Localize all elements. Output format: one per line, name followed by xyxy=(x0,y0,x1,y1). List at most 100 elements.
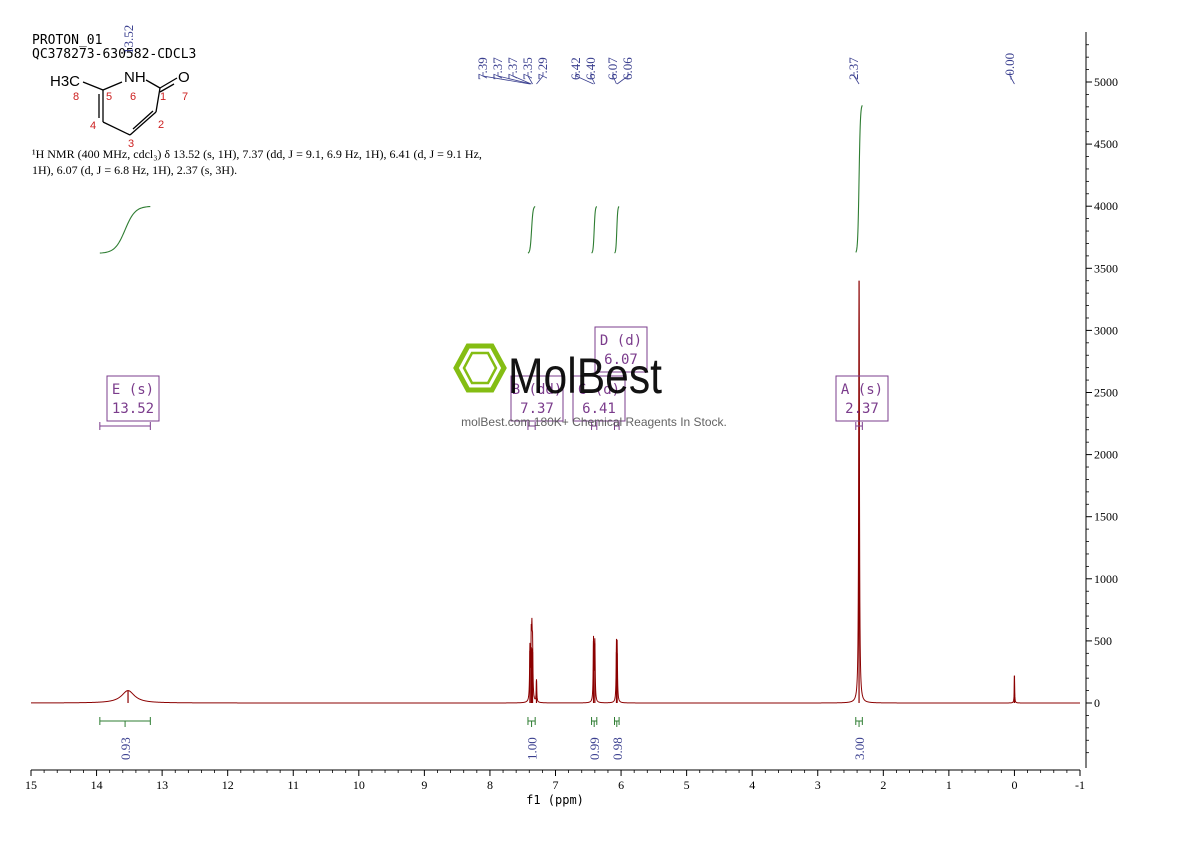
peak-label-10: 2.37 xyxy=(846,57,861,80)
peak-label-7: 6.40 xyxy=(583,57,598,80)
y-tick-label-10: 5000 xyxy=(1094,75,1118,89)
integral-curve-3 xyxy=(614,206,620,254)
sample-id: QC378273-630582-CDCL3 xyxy=(32,47,196,62)
peak-label-5: 7.29 xyxy=(535,57,550,80)
multiplet-shift-4: 2.37 xyxy=(845,401,879,417)
atom-number-6: 6 xyxy=(130,91,136,103)
integral-curve-1 xyxy=(527,206,536,254)
peak-connector-10 xyxy=(853,72,860,85)
peak-connector-11 xyxy=(1009,72,1015,85)
x-tick-label-8: 7 xyxy=(553,778,559,792)
peak-label-0: 13.52 xyxy=(121,25,136,54)
y-tick-label-6: 3000 xyxy=(1094,323,1118,337)
benzene-logo-icon xyxy=(453,343,507,393)
x-tick-label-6: 9 xyxy=(421,778,427,792)
y-tick-label-5: 2500 xyxy=(1094,386,1118,400)
x-tick-label-12: 3 xyxy=(815,778,821,792)
watermark-brand: MolBest xyxy=(508,348,662,404)
peak-connector-1 xyxy=(482,72,530,85)
x-tick-label-15: 0 xyxy=(1011,778,1017,792)
peak-label-3: 7.37 xyxy=(505,57,520,80)
x-tick-label-10: 5 xyxy=(684,778,690,792)
y-tick-label-9: 4500 xyxy=(1094,137,1118,151)
multiplet-shift-0: 13.52 xyxy=(112,401,154,417)
integral-curve-2 xyxy=(591,206,598,254)
integral-value-4: 3.00 xyxy=(852,737,867,760)
peak-connector-3 xyxy=(512,72,532,85)
multiplet-box-1 xyxy=(510,375,564,422)
x-tick-label-4: 11 xyxy=(287,778,299,792)
multiplet-letter-4: A (s) xyxy=(841,382,883,398)
peak-connector-9 xyxy=(616,72,629,85)
atom-number-7: 7 xyxy=(182,91,188,103)
atom-number-4: 4 xyxy=(90,120,96,132)
y-tick-label-0: 0 xyxy=(1094,696,1100,710)
y-tick-label-8: 4000 xyxy=(1094,199,1118,213)
peak-connector-7 xyxy=(590,72,596,85)
atom-number-1: 1 xyxy=(160,91,166,103)
multiplet-box-0 xyxy=(106,375,160,422)
atom-number-2: 2 xyxy=(158,119,164,131)
multiplet-boxes: E (s) 13.52 B (dd) 7.37 C (d) 6.41 D (d) 6.07 A … xyxy=(99,326,889,430)
x-tick-label-11: 4 xyxy=(749,778,755,792)
nh-label: NH xyxy=(124,69,146,86)
multiplet-box-2 xyxy=(572,375,626,422)
x-tick-label-2: 13 xyxy=(156,778,168,792)
spectrum-line xyxy=(31,280,1080,704)
x-tick-label-7: 8 xyxy=(487,778,493,792)
watermark-tagline: molBest.com 180K+ Chemical Reagents In S… xyxy=(461,415,727,429)
peak-connector-2 xyxy=(497,72,532,85)
atom-number-8: 8 xyxy=(73,91,79,103)
integral-value-1: 1.00 xyxy=(525,737,540,760)
y-axis: 0 500 1000 1500 2000 2500 3000 3500 4000 4500 5000 xyxy=(1085,32,1118,768)
integral-markers: 0.93 1.00 0.99 0.98 3.00 xyxy=(99,717,867,760)
multiplet-letter-3: D (d) xyxy=(600,333,642,349)
molbest-watermark: MolBest molBest.com 180K+ Chemical Reage… xyxy=(453,343,727,429)
y-tick-label-3: 1500 xyxy=(1094,510,1118,524)
multiplet-letter-2: C (d) xyxy=(578,382,620,398)
nmr-description-line-1: ¹H NMR (400 MHz, cdcl₃) δ 13.52 (s, 1H),… xyxy=(32,147,482,161)
peak-connector-8 xyxy=(612,72,617,85)
multiplet-box-3 xyxy=(594,326,648,373)
x-tick-label-9: 6 xyxy=(618,778,624,792)
multiplet-letter-0: E (s) xyxy=(112,382,154,398)
y-tick-label-2: 1000 xyxy=(1094,572,1118,586)
x-tick-label-14: 1 xyxy=(946,778,952,792)
peak-label-8: 6.07 xyxy=(605,57,620,80)
multiplet-box-4 xyxy=(835,375,889,422)
integral-value-3: 0.98 xyxy=(610,737,625,760)
multiplet-shift-1: 7.37 xyxy=(520,401,554,417)
integral-curves xyxy=(99,105,863,254)
x-tick-label-16: -1 xyxy=(1075,778,1085,792)
integral-curve-0 xyxy=(99,205,151,254)
peak-label-11: -0.00 xyxy=(1002,53,1017,80)
peak-label-2: 7.37 xyxy=(490,57,505,80)
peak-label-group: 13.527.39 7.37 7.37 7.35 7.29 6.42 6.40 6.07 6.0… xyxy=(121,25,1017,85)
spectrum-trace xyxy=(31,280,1080,704)
x-tick-label-13: 2 xyxy=(880,778,886,792)
chemical-structure: H3C NH O 1 2 3 4 5 6 7 8 xyxy=(50,69,190,150)
experiment-name: PROTON_01 xyxy=(32,33,102,48)
integral-curve-4 xyxy=(855,105,863,253)
multiplet-shift-3: 6.07 xyxy=(604,352,638,368)
nmr-description-line-2: 1H), 6.07 (d, J = 6.8 Hz, 1H), 2.37 (s, … xyxy=(32,163,237,177)
y-tick-label-7: 3500 xyxy=(1094,261,1118,275)
methyl-label: H3C xyxy=(50,73,80,90)
y-tick-label-1: 500 xyxy=(1094,634,1112,648)
multiplet-letter-1: B (dd) xyxy=(512,382,563,398)
peak-connector-5 xyxy=(536,72,544,85)
peak-label-4: 7.35 xyxy=(520,57,535,80)
x-tick-label-1: 14 xyxy=(91,778,103,792)
multiplet-shift-2: 6.41 xyxy=(582,401,616,417)
x-tick-label-3: 12 xyxy=(222,778,234,792)
x-axis: 15 14 13 12 11 10 9 8 7 6 5 4 3 2 1 0 -1 xyxy=(25,769,1085,792)
x-tick-label-5: 10 xyxy=(353,778,365,792)
x-tick-label-0: 15 xyxy=(25,778,37,792)
integral-value-0: 0.93 xyxy=(118,737,133,760)
y-tick-label-4: 2000 xyxy=(1094,448,1118,462)
peak-label-1: 7.39 xyxy=(475,57,490,80)
peak-label-6: 6.42 xyxy=(568,57,583,80)
peak-connector-6 xyxy=(575,72,594,85)
atom-number-5: 5 xyxy=(106,91,112,103)
